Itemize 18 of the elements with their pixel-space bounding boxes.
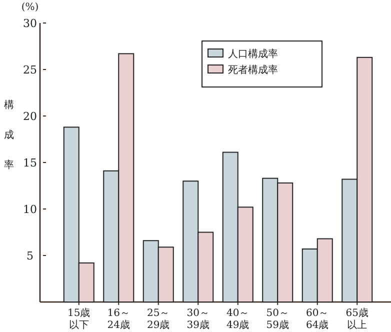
y-tick-label: 15 [23, 156, 37, 170]
y-tick-label: 10 [23, 203, 37, 216]
x-tick-label: 40～49歳 [226, 308, 250, 331]
legend-label: 死者構成率 [228, 64, 278, 76]
x-tick-label: 65歳以上 [346, 307, 368, 331]
x-tick-label: 16～24歳 [107, 308, 130, 331]
x-tick-label: 25～29歳 [147, 308, 170, 331]
y-tick-label: 5 [26, 250, 34, 262]
x-tick-label: 30～39歳 [186, 308, 210, 331]
y-tick-label: 30 [23, 17, 37, 30]
legend-label: 人口構成率 [228, 48, 278, 60]
y-tick-label: 25 [23, 64, 37, 76]
y-tick-label: 20 [23, 110, 37, 123]
x-tick-label: 50～59歳 [266, 308, 289, 331]
text: (%) [21, 2, 39, 13]
x-tick-label: 15歳以下 [68, 307, 90, 331]
text: 構成率 [4, 100, 14, 171]
x-tick-label: 60～64歳 [306, 308, 329, 331]
